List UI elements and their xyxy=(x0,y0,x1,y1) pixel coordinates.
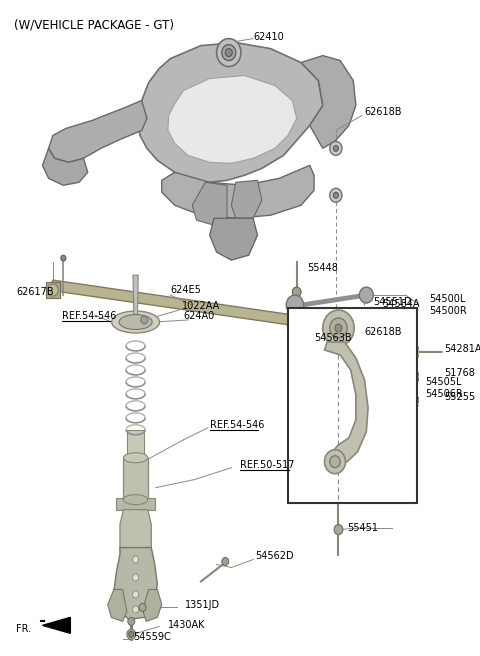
Polygon shape xyxy=(127,430,144,460)
Circle shape xyxy=(222,45,236,60)
Polygon shape xyxy=(43,617,71,633)
Text: 1022AA: 1022AA xyxy=(182,301,220,311)
Polygon shape xyxy=(114,548,157,619)
Text: 55448: 55448 xyxy=(307,263,338,273)
Text: FR.: FR. xyxy=(16,625,32,634)
Polygon shape xyxy=(324,342,368,464)
Polygon shape xyxy=(138,43,323,182)
Text: 55255: 55255 xyxy=(444,392,476,402)
Text: (W/VEHICLE PACKAGE - GT): (W/VEHICLE PACKAGE - GT) xyxy=(14,18,174,31)
Polygon shape xyxy=(301,56,356,148)
Text: 62410: 62410 xyxy=(253,31,284,41)
Polygon shape xyxy=(133,275,138,320)
Polygon shape xyxy=(48,280,314,328)
Circle shape xyxy=(139,604,146,611)
Circle shape xyxy=(330,188,342,202)
Ellipse shape xyxy=(407,396,420,404)
Circle shape xyxy=(128,617,135,625)
Polygon shape xyxy=(210,218,257,260)
Text: 54281A: 54281A xyxy=(444,344,480,354)
Text: 51768: 51768 xyxy=(444,368,476,378)
Polygon shape xyxy=(108,590,127,621)
Circle shape xyxy=(409,371,420,383)
Circle shape xyxy=(300,334,307,342)
Polygon shape xyxy=(120,510,151,550)
Text: 54551D: 54551D xyxy=(373,297,412,307)
Text: 62617B: 62617B xyxy=(16,287,54,297)
Polygon shape xyxy=(123,458,148,500)
Text: 62618B: 62618B xyxy=(365,327,402,337)
Circle shape xyxy=(323,310,354,346)
Polygon shape xyxy=(43,148,88,185)
Text: 54505L
54506R: 54505L 54506R xyxy=(425,377,463,399)
Circle shape xyxy=(222,558,229,565)
Text: 624E5: 624E5 xyxy=(170,285,201,295)
Circle shape xyxy=(216,39,241,66)
Circle shape xyxy=(324,450,346,474)
Ellipse shape xyxy=(408,348,425,356)
Text: 55451: 55451 xyxy=(347,523,378,533)
Circle shape xyxy=(411,398,416,402)
Text: 62618B: 62618B xyxy=(365,108,402,117)
Circle shape xyxy=(330,456,340,468)
Circle shape xyxy=(286,295,304,315)
Circle shape xyxy=(129,631,134,638)
Circle shape xyxy=(141,316,148,324)
Circle shape xyxy=(292,287,301,297)
Ellipse shape xyxy=(119,314,152,329)
Polygon shape xyxy=(231,180,262,218)
Circle shape xyxy=(333,146,338,152)
Circle shape xyxy=(402,347,411,357)
Polygon shape xyxy=(162,165,314,218)
Circle shape xyxy=(61,255,66,261)
Text: 54584A: 54584A xyxy=(382,299,420,309)
Text: REF.54-546: REF.54-546 xyxy=(210,420,264,430)
Circle shape xyxy=(225,49,232,56)
Polygon shape xyxy=(143,590,162,621)
Circle shape xyxy=(360,287,373,303)
Polygon shape xyxy=(117,498,155,510)
Circle shape xyxy=(132,556,139,563)
Polygon shape xyxy=(46,282,60,298)
Polygon shape xyxy=(168,75,297,163)
Circle shape xyxy=(334,525,343,535)
Circle shape xyxy=(333,192,338,198)
Ellipse shape xyxy=(112,311,159,333)
Circle shape xyxy=(48,284,58,296)
Text: REF.54-546: REF.54-546 xyxy=(61,311,116,321)
Ellipse shape xyxy=(127,629,136,640)
Text: 1430AK: 1430AK xyxy=(168,621,205,630)
Circle shape xyxy=(132,574,139,581)
Text: 1351JD: 1351JD xyxy=(185,600,220,611)
Polygon shape xyxy=(48,100,147,162)
Circle shape xyxy=(412,375,416,379)
Text: 54562D: 54562D xyxy=(255,550,293,560)
Bar xyxy=(288,308,417,502)
Text: 54563B: 54563B xyxy=(314,333,352,343)
Text: 54559C: 54559C xyxy=(133,632,171,642)
Circle shape xyxy=(132,591,139,598)
Circle shape xyxy=(330,318,347,338)
Ellipse shape xyxy=(123,453,148,462)
Circle shape xyxy=(330,142,342,155)
Circle shape xyxy=(132,606,139,613)
Circle shape xyxy=(335,324,342,332)
Polygon shape xyxy=(192,182,227,225)
Text: 54500L
54500R: 54500L 54500R xyxy=(429,295,467,316)
Text: REF.50-517: REF.50-517 xyxy=(240,460,295,470)
Text: 624A0: 624A0 xyxy=(183,311,215,321)
Ellipse shape xyxy=(123,495,148,504)
